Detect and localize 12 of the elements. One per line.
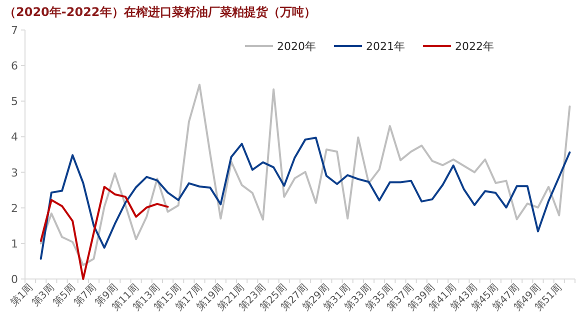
y-tick-label: 7 — [11, 24, 18, 37]
y-tick-label: 1 — [11, 237, 18, 250]
legend-label: 2020年 — [277, 40, 316, 53]
y-tick-label: 6 — [11, 60, 18, 73]
y-tick-label: 0 — [11, 273, 18, 286]
y-tick-label: 2 — [11, 202, 18, 215]
y-tick-label: 5 — [11, 95, 18, 108]
chart-title: （2020年-2022年）在榨进口菜籽油厂菜粕提货（万吨） — [4, 5, 316, 19]
legend-label: 2022年 — [455, 40, 494, 53]
y-tick-label: 3 — [11, 166, 18, 180]
y-tick-label: 4 — [11, 130, 18, 144]
legend-label: 2021年 — [366, 40, 405, 53]
